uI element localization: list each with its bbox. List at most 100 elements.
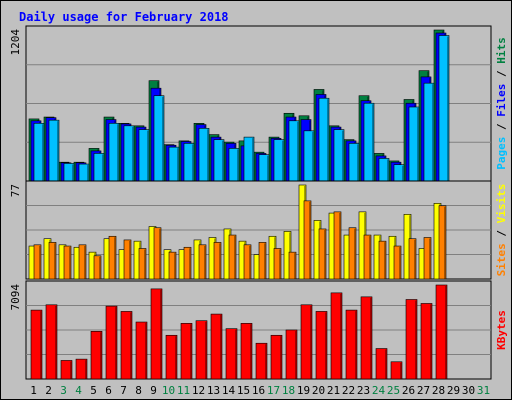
- bar-shade: [145, 323, 147, 379]
- x-tick-label-26: 26: [402, 384, 415, 397]
- bar-sites-day-13: [213, 242, 222, 280]
- x-tick-label-6: 6: [105, 384, 112, 397]
- bar-shade: [204, 245, 206, 279]
- bar-fill: [213, 242, 222, 280]
- bar-fill: [168, 251, 177, 280]
- bar-shade: [130, 312, 132, 379]
- bar-shade: [325, 312, 327, 379]
- bar-fill: [420, 303, 433, 380]
- bar-pages-day-13: [213, 139, 225, 182]
- bar-fill: [330, 292, 343, 380]
- bar-fill: [108, 235, 117, 280]
- bar-sites-day-21: [333, 211, 342, 280]
- axis-label-part: Files: [495, 84, 508, 117]
- bar-shade: [384, 242, 386, 279]
- bar-shade: [447, 36, 449, 181]
- panel-bottom-max-label: 7094: [9, 284, 22, 311]
- x-tick-label-16: 16: [252, 384, 265, 397]
- bar-pages-day-12: [198, 128, 210, 182]
- bar-fill: [270, 334, 283, 380]
- bar-pages-day-15: [243, 136, 255, 182]
- bar-fill: [345, 309, 358, 380]
- bar-fill: [90, 330, 103, 380]
- bar-pages-day-28: [438, 35, 450, 182]
- bar-kbytes-day-12: [195, 320, 208, 380]
- axis-label-part: KBytes: [495, 310, 508, 350]
- bar-fill: [288, 251, 297, 280]
- bar-fill: [60, 360, 73, 380]
- panel-middle-axis-label: Sites / Visits: [495, 184, 508, 277]
- bar-shade: [400, 362, 402, 379]
- bar-kbytes-day-15: [240, 323, 253, 380]
- bar-sites-day-16: [258, 242, 267, 280]
- bar-kbytes-day-23: [360, 296, 373, 380]
- bar-shade: [234, 236, 236, 279]
- panel-bottom-axis-label: KBytes: [495, 310, 508, 350]
- bar-shade: [340, 293, 342, 379]
- bar-pages-day-7: [123, 125, 135, 182]
- bar-fill: [408, 238, 417, 280]
- x-tick-label-21: 21: [327, 384, 340, 397]
- bar-shade: [220, 315, 222, 379]
- bar-sites-day-1: [33, 244, 42, 280]
- bar-sites-day-3: [63, 245, 72, 280]
- bar-sites-day-11: [183, 246, 192, 280]
- bar-shade: [444, 206, 446, 279]
- bar-sites-day-8: [138, 248, 147, 280]
- bar-fill: [240, 323, 253, 380]
- bar-fill: [405, 299, 418, 380]
- bar-kbytes-day-14: [225, 328, 238, 380]
- bar-shade: [327, 99, 329, 181]
- bar-sites-day-28: [438, 205, 447, 280]
- bar-shade: [205, 321, 207, 379]
- bar-shade: [219, 243, 221, 279]
- bar-shade: [414, 239, 416, 279]
- bar-shade: [310, 305, 312, 379]
- bar-shade: [385, 349, 387, 379]
- bar-shade: [132, 126, 134, 181]
- bar-kbytes-day-5: [90, 330, 103, 380]
- x-tick-label-8: 8: [135, 384, 142, 397]
- bar-shade: [249, 245, 251, 279]
- bar-shade: [250, 324, 252, 379]
- x-tick-label-11: 11: [177, 384, 190, 397]
- bar-fill: [315, 311, 328, 380]
- bar-kbytes-day-4: [75, 358, 88, 380]
- x-tick-label-1: 1: [30, 384, 37, 397]
- bar-shade: [117, 124, 119, 181]
- bar-sites-day-7: [123, 239, 132, 280]
- bar-kbytes-day-8: [135, 321, 148, 380]
- bar-shade: [85, 360, 87, 379]
- bar-kbytes-day-6: [105, 305, 118, 380]
- bar-shade: [190, 324, 192, 379]
- bar-shade: [159, 228, 161, 279]
- bar-kbytes-day-22: [345, 309, 358, 380]
- bar-kbytes-day-27: [420, 303, 433, 380]
- chart-panels: 1204 Pages / Files / Hits 77 Sites / Visits…: [9, 25, 508, 380]
- bar-sites-day-24: [378, 240, 387, 280]
- bar-fill: [183, 246, 192, 280]
- bar-shade: [294, 253, 296, 279]
- x-tick-label-4: 4: [75, 384, 82, 397]
- bar-pages-day-18: [288, 120, 300, 182]
- bar-fill: [153, 227, 162, 280]
- bar-shade: [192, 144, 194, 181]
- panel-middle-max-label: 77: [9, 184, 22, 197]
- bar-shade: [429, 238, 431, 279]
- bar-fill: [348, 227, 357, 280]
- bar-shade: [445, 286, 447, 379]
- bar-shade: [160, 289, 162, 379]
- bar-pages-day-17: [273, 139, 285, 182]
- bar-shade: [39, 245, 41, 279]
- x-tick-label-27: 27: [417, 384, 430, 397]
- bar-shade: [54, 243, 56, 279]
- bar-fill: [243, 244, 252, 280]
- bar-fill: [390, 361, 403, 380]
- bar-shade: [177, 148, 179, 181]
- bar-fill: [375, 348, 388, 380]
- bar-kbytes-day-26: [405, 299, 418, 380]
- bar-shade: [264, 243, 266, 279]
- bar-fill: [378, 240, 387, 280]
